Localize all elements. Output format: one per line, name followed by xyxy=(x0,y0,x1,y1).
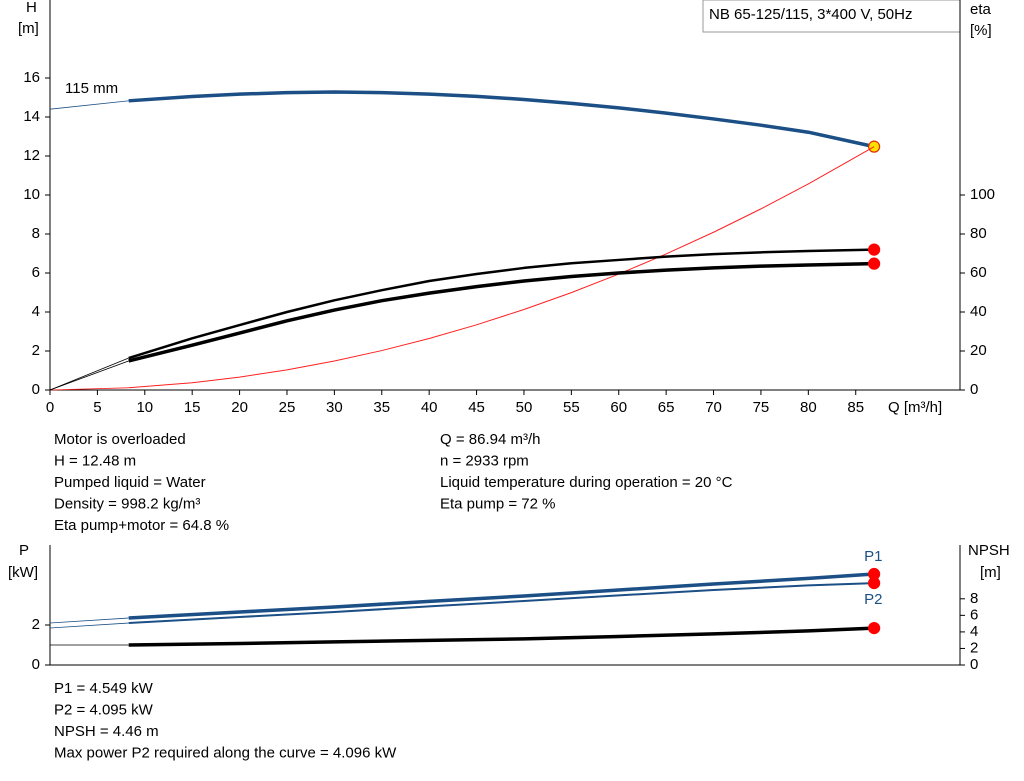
x-tick-label: 20 xyxy=(231,399,248,416)
legend-box xyxy=(702,0,961,33)
y-tick-label: 4 xyxy=(32,303,40,320)
y-tick-label: 0 xyxy=(32,656,40,673)
curve-extrapolation xyxy=(49,622,129,629)
y2-unit: [%] xyxy=(970,22,992,39)
y-unit: [m] xyxy=(18,20,39,37)
curve-label: 115 mm xyxy=(65,80,118,97)
curve-extrapolation xyxy=(49,100,129,110)
y2-tick-label: 40 xyxy=(970,303,987,320)
curve xyxy=(128,90,875,149)
x-tick-label: 80 xyxy=(800,399,817,416)
operating-point xyxy=(868,243,881,256)
y2-unit: [m] xyxy=(980,564,1001,581)
curve xyxy=(128,248,875,360)
x-tick-label: 35 xyxy=(373,399,390,416)
y-tick-label: 6 xyxy=(32,264,40,281)
curve-extrapolation xyxy=(49,617,129,624)
operating-point xyxy=(868,257,881,270)
y-tick-label: 2 xyxy=(32,342,40,359)
info-text: Density = 998.2 kg/m³ xyxy=(54,495,200,512)
curve xyxy=(128,261,875,363)
y2-tick-label: 8 xyxy=(970,590,978,607)
x-tick-label: 10 xyxy=(136,399,153,416)
x-label: Q [m³/h] xyxy=(888,399,942,416)
x-tick-label: 55 xyxy=(563,399,580,416)
info-text: Liquid temperature during operation = 20… xyxy=(440,474,733,491)
x-tick-label: 50 xyxy=(516,399,533,416)
y2-tick-label: 4 xyxy=(970,623,978,640)
operating-point xyxy=(868,576,881,590)
x-tick-label: 45 xyxy=(468,399,485,416)
x-tick-label: 0 xyxy=(46,399,54,416)
x-tick-label: 75 xyxy=(753,399,770,416)
y2-tick-label: 80 xyxy=(970,225,987,242)
chart-title: NB 65-125/115, 3*400 V, 50Hz xyxy=(709,6,912,23)
x-tick-label: 85 xyxy=(847,399,864,416)
y-tick-label: 10 xyxy=(23,186,40,203)
info-text: P1 = 4.549 kW xyxy=(54,680,154,697)
info-text: P2 = 4.095 kW xyxy=(54,701,154,718)
x-tick-label: 65 xyxy=(658,399,675,416)
y-tick-label: 0 xyxy=(32,381,40,398)
y-tick-label: 2 xyxy=(32,616,40,633)
curve xyxy=(128,572,875,620)
y2-tick-label: 60 xyxy=(970,264,987,281)
info-text: n = 2933 rpm xyxy=(440,452,529,469)
curve xyxy=(128,582,875,624)
curve xyxy=(128,146,875,389)
info-text: Motor is overloaded xyxy=(54,431,186,448)
series-label: P1 xyxy=(864,548,882,565)
series-label: P2 xyxy=(864,591,882,608)
y-unit: [kW] xyxy=(8,564,38,581)
y-tick-label: 12 xyxy=(23,147,40,164)
y2-tick-label: 6 xyxy=(970,606,978,623)
x-tick-label: 5 xyxy=(93,399,101,416)
curve-extrapolation xyxy=(49,387,129,391)
y-label: H xyxy=(26,0,37,16)
y2-label: eta xyxy=(970,1,992,18)
x-tick-label: 60 xyxy=(610,399,627,416)
info-text: Eta pump = 72 % xyxy=(440,495,556,512)
x-tick-label: 15 xyxy=(184,399,201,416)
info-text: Q = 86.94 m³/h xyxy=(440,431,540,448)
y2-tick-label: 0 xyxy=(970,656,978,673)
y2-label: NPSH xyxy=(968,542,1010,559)
info-text: NPSH = 4.46 m xyxy=(54,723,159,740)
y-tick-label: 8 xyxy=(32,225,40,242)
y2-tick-label: 20 xyxy=(970,342,987,359)
info-text: Pumped liquid = Water xyxy=(54,474,206,491)
y2-tick-label: 2 xyxy=(970,639,978,656)
y2-tick-label: 0 xyxy=(970,381,978,398)
curve-extrapolation xyxy=(49,360,129,391)
info-text: H = 12.48 m xyxy=(54,452,136,469)
y2-tick-label: 100 xyxy=(970,186,995,203)
curve xyxy=(128,626,875,647)
curve-extrapolation xyxy=(49,357,129,391)
operating-point xyxy=(868,621,881,635)
x-tick-label: 30 xyxy=(326,399,343,416)
info-text: Max power P2 required along the curve = … xyxy=(54,744,397,761)
info-text: Eta pump+motor = 64.8 % xyxy=(54,517,229,534)
x-tick-label: 40 xyxy=(421,399,438,416)
y-tick-label: 14 xyxy=(23,108,40,125)
y-tick-label: 16 xyxy=(23,69,40,86)
x-tick-label: 70 xyxy=(705,399,722,416)
x-tick-label: 25 xyxy=(279,399,296,416)
y-label: P xyxy=(19,542,29,559)
